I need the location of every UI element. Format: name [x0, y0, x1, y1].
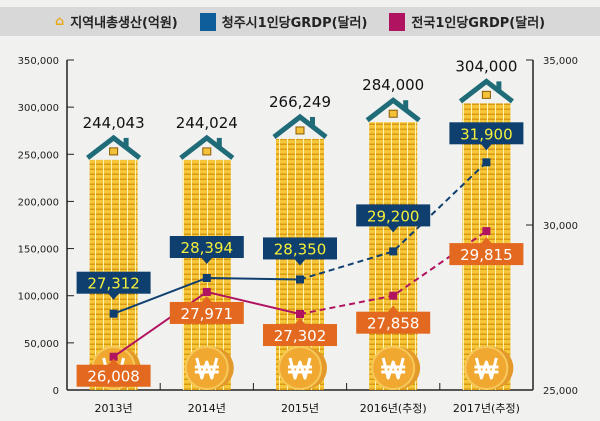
- legend-swatch: [389, 12, 406, 31]
- label-pointer: [387, 225, 400, 233]
- left-tick-label: 50,000: [24, 339, 59, 350]
- left-tick-label: 250,000: [18, 150, 59, 161]
- value-label-box: [449, 243, 524, 266]
- left-tick-label: 300,000: [18, 103, 59, 114]
- legend-label: 지역내총생산(억원): [70, 16, 178, 31]
- house-window: [295, 126, 305, 135]
- won-icon: [474, 357, 499, 380]
- legend-label: 전국1인당GRDP(달러): [411, 16, 546, 31]
- value-label-box: [169, 301, 244, 324]
- house-chimney: [310, 116, 315, 127]
- bar-value-label: 244,024: [176, 114, 238, 132]
- series-value-label: 27,971: [181, 305, 234, 323]
- series-point: [482, 227, 491, 236]
- house-chimney: [403, 100, 409, 111]
- value-label-box: [263, 237, 337, 260]
- left-tick-label: 0: [53, 386, 59, 397]
- series-value-label: 27,302: [274, 327, 327, 345]
- label-pointer: [480, 143, 493, 151]
- series-point: [389, 247, 398, 256]
- house-window: [481, 90, 491, 99]
- series-point: [202, 287, 211, 296]
- right-tick-label: 30,000: [543, 221, 578, 232]
- value-label-box: [76, 364, 151, 387]
- label-pointer: [107, 292, 120, 300]
- house-window: [202, 147, 212, 156]
- series-point: [296, 310, 304, 319]
- value-label-box: [76, 271, 151, 294]
- won-icon: [194, 357, 219, 380]
- bar-value-label: 244,043: [83, 114, 145, 132]
- legend-swatch: [199, 12, 216, 31]
- house-icon: [179, 134, 235, 160]
- house-window: [109, 147, 119, 156]
- left-tick-label: 350,000: [18, 56, 59, 67]
- right-tick-label: 35,000: [543, 56, 578, 67]
- x-tick-label: 2014년: [188, 402, 226, 415]
- series-point: [389, 291, 398, 300]
- bar-value-label: 266,249: [269, 93, 331, 111]
- label-pointer: [294, 258, 306, 266]
- value-label-box: [169, 235, 244, 258]
- bar-value-label: 304,000: [455, 57, 517, 75]
- house-chimney: [496, 81, 502, 92]
- right-tick-label: 25,000: [543, 386, 578, 397]
- left-tick-label: 200,000: [18, 197, 59, 208]
- house-icon: [272, 113, 328, 139]
- left-tick-label: 150,000: [18, 245, 59, 256]
- series-point: [109, 309, 118, 318]
- bar-value-label: 284,000: [362, 76, 424, 94]
- won-icon: [381, 357, 406, 380]
- x-tick-label: 2017년(추정): [453, 402, 520, 415]
- house-icon: ⌂: [54, 14, 65, 29]
- value-label-box: [356, 204, 431, 227]
- series-value-label: 28,350: [274, 240, 327, 258]
- series-value-label: 27,858: [367, 315, 420, 333]
- label-pointer: [107, 358, 120, 366]
- house-icon: [365, 97, 421, 123]
- x-tick-label: 2015년: [281, 402, 319, 415]
- legend-item-national: 전국1인당GRDP(달러): [389, 12, 545, 31]
- house-icon: [86, 134, 142, 160]
- value-label-box: [449, 122, 524, 145]
- won-icon: [288, 357, 312, 380]
- legend-item-grdp-total: ⌂ 지역내총생산(억원): [55, 12, 178, 31]
- value-label-box: [356, 311, 431, 334]
- label-pointer: [200, 256, 213, 264]
- series-line-dashed: [299, 161, 488, 281]
- series-point: [482, 158, 491, 167]
- house-chimney: [216, 137, 222, 148]
- house-window: [388, 109, 398, 118]
- legend-label: 청주시1인당GRDP(달러): [221, 16, 368, 31]
- series-value-label: 27,312: [87, 275, 140, 293]
- label-pointer: [200, 295, 213, 303]
- series-point: [296, 275, 304, 284]
- series-point: [202, 273, 211, 282]
- series-value-label: 29,200: [367, 207, 420, 225]
- house-chimney: [123, 137, 129, 148]
- series-value-label: 28,394: [181, 239, 234, 257]
- house-icon: [458, 78, 514, 104]
- label-pointer: [294, 318, 306, 326]
- series-value-label: 31,900: [460, 125, 513, 143]
- series-value-label: 26,008: [87, 368, 140, 386]
- label-pointer: [387, 305, 400, 313]
- left-tick-label: 100,000: [18, 292, 59, 303]
- value-label-box: [263, 324, 337, 347]
- legend-item-cheongju: 청주시1인당GRDP(달러): [199, 12, 368, 31]
- series-point: [109, 352, 118, 361]
- x-tick-label: 2016년(추정): [360, 402, 427, 415]
- label-pointer: [480, 237, 493, 245]
- x-tick-label: 2013년: [95, 402, 133, 415]
- legend: ⌂ 지역내총생산(억원) 청주시1인당GRDP(달러) 전국1인당GRDP(달러): [0, 7, 600, 36]
- series-value-label: 29,815: [460, 246, 513, 264]
